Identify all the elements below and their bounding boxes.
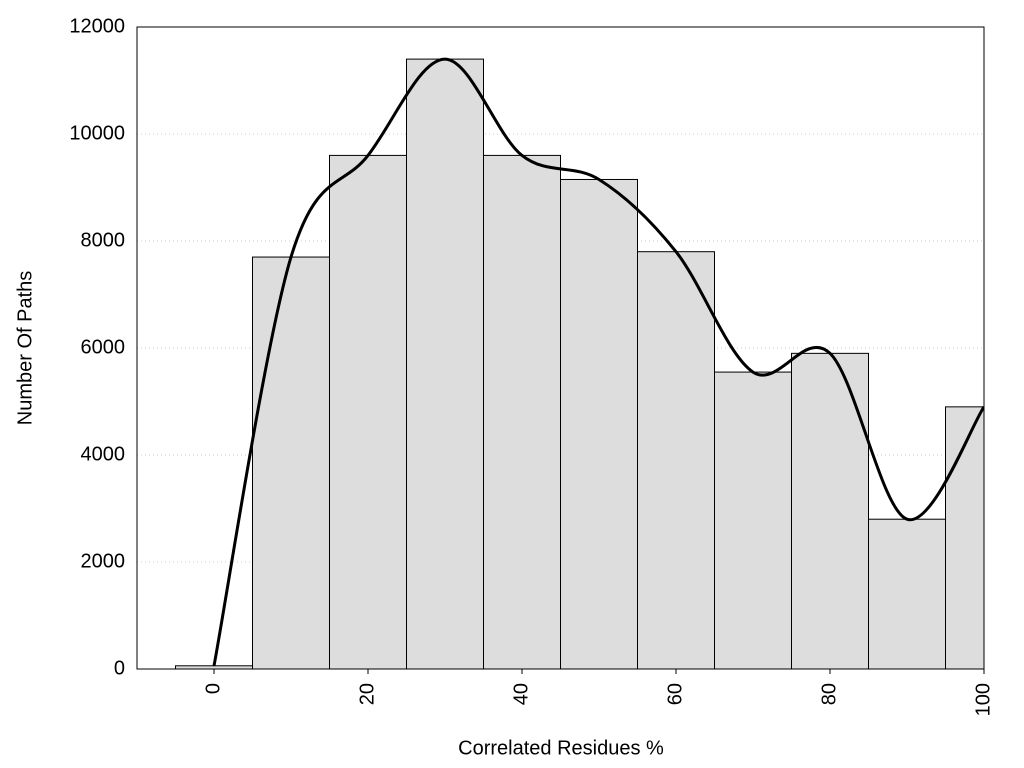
curve <box>212 57 984 667</box>
plot-area <box>175 57 984 669</box>
bar <box>252 256 330 669</box>
bar <box>329 154 407 669</box>
y-tick-label: 0 <box>114 657 125 679</box>
y-tick-label: 8000 <box>81 229 126 251</box>
x-axis-label: Correlated Residues % <box>458 737 664 759</box>
bar <box>483 154 561 669</box>
x-tick-label: 40 <box>510 683 532 705</box>
bar <box>406 58 484 669</box>
x-tick-label: 100 <box>972 683 994 716</box>
y-tick-label: 4000 <box>81 443 126 465</box>
y-tick-label: 2000 <box>81 550 126 572</box>
x-tick-label: 0 <box>202 683 224 694</box>
y-tick-label: 12000 <box>69 15 125 37</box>
y-tick-label: 6000 <box>81 336 126 358</box>
x-tick-label: 60 <box>664 683 686 705</box>
bar <box>714 371 792 669</box>
plot-frame <box>136 26 985 670</box>
y-axis-label: Number Of Paths <box>14 271 36 426</box>
bar <box>945 406 984 669</box>
y-tick-label: 10000 <box>69 122 125 144</box>
bar <box>560 178 638 669</box>
x-tick-label: 20 <box>356 683 378 705</box>
bar <box>637 251 715 669</box>
x-tick-label: 80 <box>818 683 840 705</box>
bar <box>868 518 946 669</box>
bar <box>791 352 869 669</box>
